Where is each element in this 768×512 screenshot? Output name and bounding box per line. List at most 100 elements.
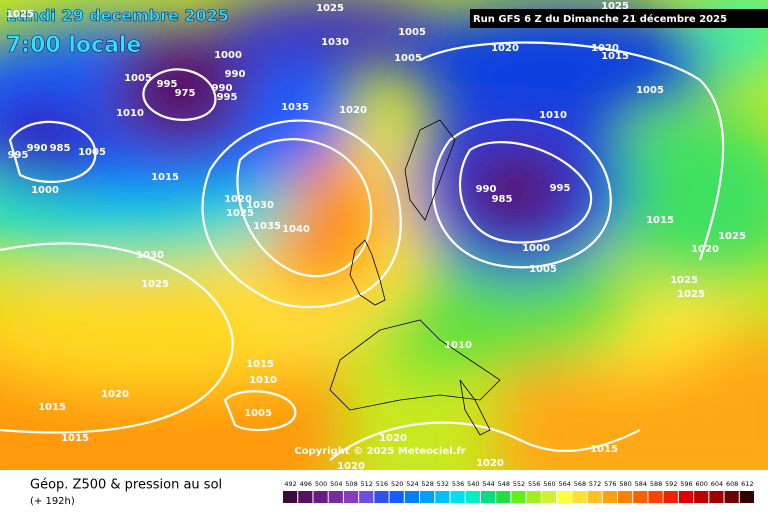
color-swatch bbox=[435, 491, 450, 503]
color-swatch bbox=[663, 491, 678, 503]
isobar-label: 1015 bbox=[61, 433, 89, 444]
isobar-label: 1000 bbox=[214, 50, 242, 61]
isobars bbox=[0, 41, 725, 461]
isobar-label: 990 bbox=[225, 69, 246, 80]
isobar-label: 990 bbox=[212, 83, 233, 94]
isobar-label: 1000 bbox=[522, 243, 550, 254]
scale-label: 492 bbox=[284, 480, 296, 488]
scale-label: 584 bbox=[635, 480, 647, 488]
color-swatch bbox=[557, 491, 572, 503]
isobar-label: 1035 bbox=[253, 221, 281, 232]
scale-label: 592 bbox=[665, 480, 677, 488]
isobar-label: 1005 bbox=[529, 264, 557, 275]
scale-label: 540 bbox=[467, 480, 479, 488]
color-swatch bbox=[526, 491, 541, 503]
isobar-label: 1020 bbox=[337, 461, 365, 472]
isobar-label: 1025 bbox=[226, 208, 254, 219]
color-swatch bbox=[648, 491, 663, 503]
isobar-label: 1020 bbox=[339, 105, 367, 116]
scale-label: 528 bbox=[421, 480, 433, 488]
isobar-label: 990 bbox=[27, 143, 48, 154]
isobar-label: 1020 bbox=[691, 244, 719, 255]
isobar-label: 1005 bbox=[636, 85, 664, 96]
scale-label: 520 bbox=[391, 480, 403, 488]
isobar-label: 1025 bbox=[6, 9, 34, 20]
scale-label: 596 bbox=[680, 480, 692, 488]
scale-label: 560 bbox=[543, 480, 555, 488]
color-scale: 492 496 500 504 508 512 516 520 524 528 532 536 540 5… bbox=[283, 480, 754, 503]
scale-label: 552 bbox=[513, 480, 525, 488]
color-swatch bbox=[480, 491, 496, 503]
color-swatch bbox=[633, 491, 648, 503]
color-swatch bbox=[283, 491, 298, 503]
color-swatch bbox=[511, 491, 526, 503]
scale-label: 536 bbox=[452, 480, 464, 488]
coastlines bbox=[329, 119, 501, 436]
color-swatch bbox=[617, 491, 633, 503]
scale-label: 496 bbox=[300, 480, 312, 488]
color-swatch bbox=[709, 491, 724, 503]
color-swatch bbox=[374, 491, 389, 503]
scale-label: 500 bbox=[315, 480, 327, 488]
isobar-label: 1010 bbox=[116, 108, 144, 119]
isobar-label: 985 bbox=[50, 143, 71, 154]
scale-label: 608 bbox=[726, 480, 738, 488]
scale-label: 516 bbox=[376, 480, 388, 488]
scale-label: 600 bbox=[695, 480, 707, 488]
isobar-label: 1020 bbox=[591, 43, 619, 54]
isobar-label: 1025 bbox=[718, 231, 746, 242]
color-swatch bbox=[450, 491, 465, 503]
local-time: 7:00 locale bbox=[6, 33, 141, 58]
isobar-label: 1005 bbox=[124, 73, 152, 84]
isobar-label: 1020 bbox=[224, 194, 252, 205]
scale-label: 544 bbox=[482, 480, 494, 488]
isobar-label: 1035 bbox=[281, 102, 309, 113]
valid-date: Lundi 29 decembre 2025 bbox=[6, 6, 229, 25]
color-swatch bbox=[739, 491, 754, 503]
isobar-label: 1040 bbox=[282, 224, 310, 235]
isobar-label: 1000 bbox=[31, 185, 59, 196]
color-swatch bbox=[541, 491, 557, 503]
scale-label: 508 bbox=[345, 480, 357, 488]
isobar-label: 1020 bbox=[379, 433, 407, 444]
color-swatch bbox=[404, 491, 420, 503]
scale-label: 604 bbox=[711, 480, 723, 488]
scale-label: 512 bbox=[361, 480, 373, 488]
isobar-label: 1030 bbox=[136, 250, 164, 261]
scale-label: 576 bbox=[604, 480, 616, 488]
scale-label: 548 bbox=[498, 480, 510, 488]
scale-label: 564 bbox=[558, 480, 570, 488]
color-swatch bbox=[724, 491, 739, 503]
isobar-label: 1010 bbox=[539, 110, 567, 121]
isobar-label: 1015 bbox=[38, 402, 66, 413]
scale-label: 572 bbox=[589, 480, 601, 488]
isobar-label: 985 bbox=[492, 194, 513, 205]
color-swatch bbox=[343, 491, 359, 503]
isobar-label: 1015 bbox=[590, 444, 618, 455]
isobar-label: 1010 bbox=[444, 340, 472, 351]
lead-time: (+ 192h) bbox=[30, 496, 75, 507]
isobar-label: 1005 bbox=[78, 147, 106, 158]
isobar-label: 1025 bbox=[316, 3, 344, 14]
isobar-label: 1015 bbox=[151, 172, 179, 183]
run-box bbox=[470, 9, 768, 28]
scale-label: 580 bbox=[619, 480, 631, 488]
isobar-label: 1025 bbox=[141, 279, 169, 290]
color-swatch bbox=[359, 491, 374, 503]
color-swatch bbox=[313, 491, 328, 503]
color-swatch bbox=[496, 491, 511, 503]
scale-label: 504 bbox=[330, 480, 342, 488]
isobar-label: 1020 bbox=[476, 458, 504, 469]
scale-label: 524 bbox=[406, 480, 418, 488]
isobar-label: 1010 bbox=[249, 375, 277, 386]
isobar-label: 1020 bbox=[101, 389, 129, 400]
isobar-label: 1025 bbox=[677, 289, 705, 300]
isobar-label: 975 bbox=[175, 88, 196, 99]
isobar-label: 1015 bbox=[601, 51, 629, 62]
color-swatch bbox=[420, 491, 435, 503]
color-swatch bbox=[298, 491, 313, 503]
isobar-label: 1020 bbox=[491, 43, 519, 54]
color-swatch bbox=[572, 491, 587, 503]
